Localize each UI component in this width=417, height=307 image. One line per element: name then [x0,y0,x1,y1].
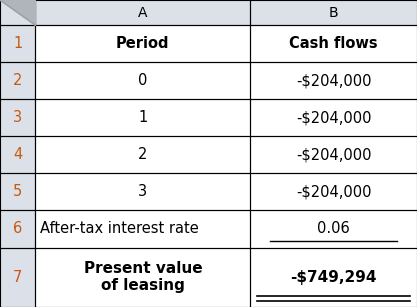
Bar [35,173,250,211]
Bar [35,0,250,25]
Text: -$204,000: -$204,000 [296,147,372,162]
Text: 0: 0 [138,73,148,88]
Bar [250,211,417,247]
Bar [35,211,250,247]
Bar [35,25,250,62]
Text: 1: 1 [138,110,148,125]
Text: B: B [329,6,339,20]
Text: 3: 3 [138,185,147,200]
Text: After-tax interest rate: After-tax interest rate [40,221,198,236]
Bar [250,0,417,25]
Bar [0,247,35,307]
Bar [35,136,250,173]
Bar [0,99,35,136]
Text: -$204,000: -$204,000 [296,110,372,125]
Polygon shape [0,0,35,25]
Text: -$204,000: -$204,000 [296,73,372,88]
Bar [250,136,417,173]
Bar [250,247,417,307]
Text: -$204,000: -$204,000 [296,185,372,200]
Text: Period: Period [116,36,170,51]
Text: 6: 6 [13,221,23,236]
Bar [35,99,250,136]
Text: -$749,294: -$749,294 [290,270,377,285]
Text: A: A [138,6,148,20]
Bar [250,99,417,136]
Text: Present value
of leasing: Present value of leasing [83,261,202,293]
Text: 2: 2 [138,147,148,162]
Bar [0,62,35,99]
Text: 1: 1 [13,36,23,51]
Text: 2: 2 [13,73,23,88]
Text: 7: 7 [13,270,23,285]
Bar [0,136,35,173]
Bar [250,62,417,99]
Text: Cash flows: Cash flows [289,36,378,51]
Text: 5: 5 [13,185,23,200]
Text: 4: 4 [13,147,23,162]
Bar [35,62,250,99]
Bar [250,25,417,62]
Bar [35,247,250,307]
Bar [0,211,35,247]
Text: 0.06: 0.06 [317,221,350,236]
Bar [0,0,35,25]
Bar [250,173,417,211]
Text: 3: 3 [13,110,22,125]
Bar [0,25,35,62]
Bar [0,173,35,211]
